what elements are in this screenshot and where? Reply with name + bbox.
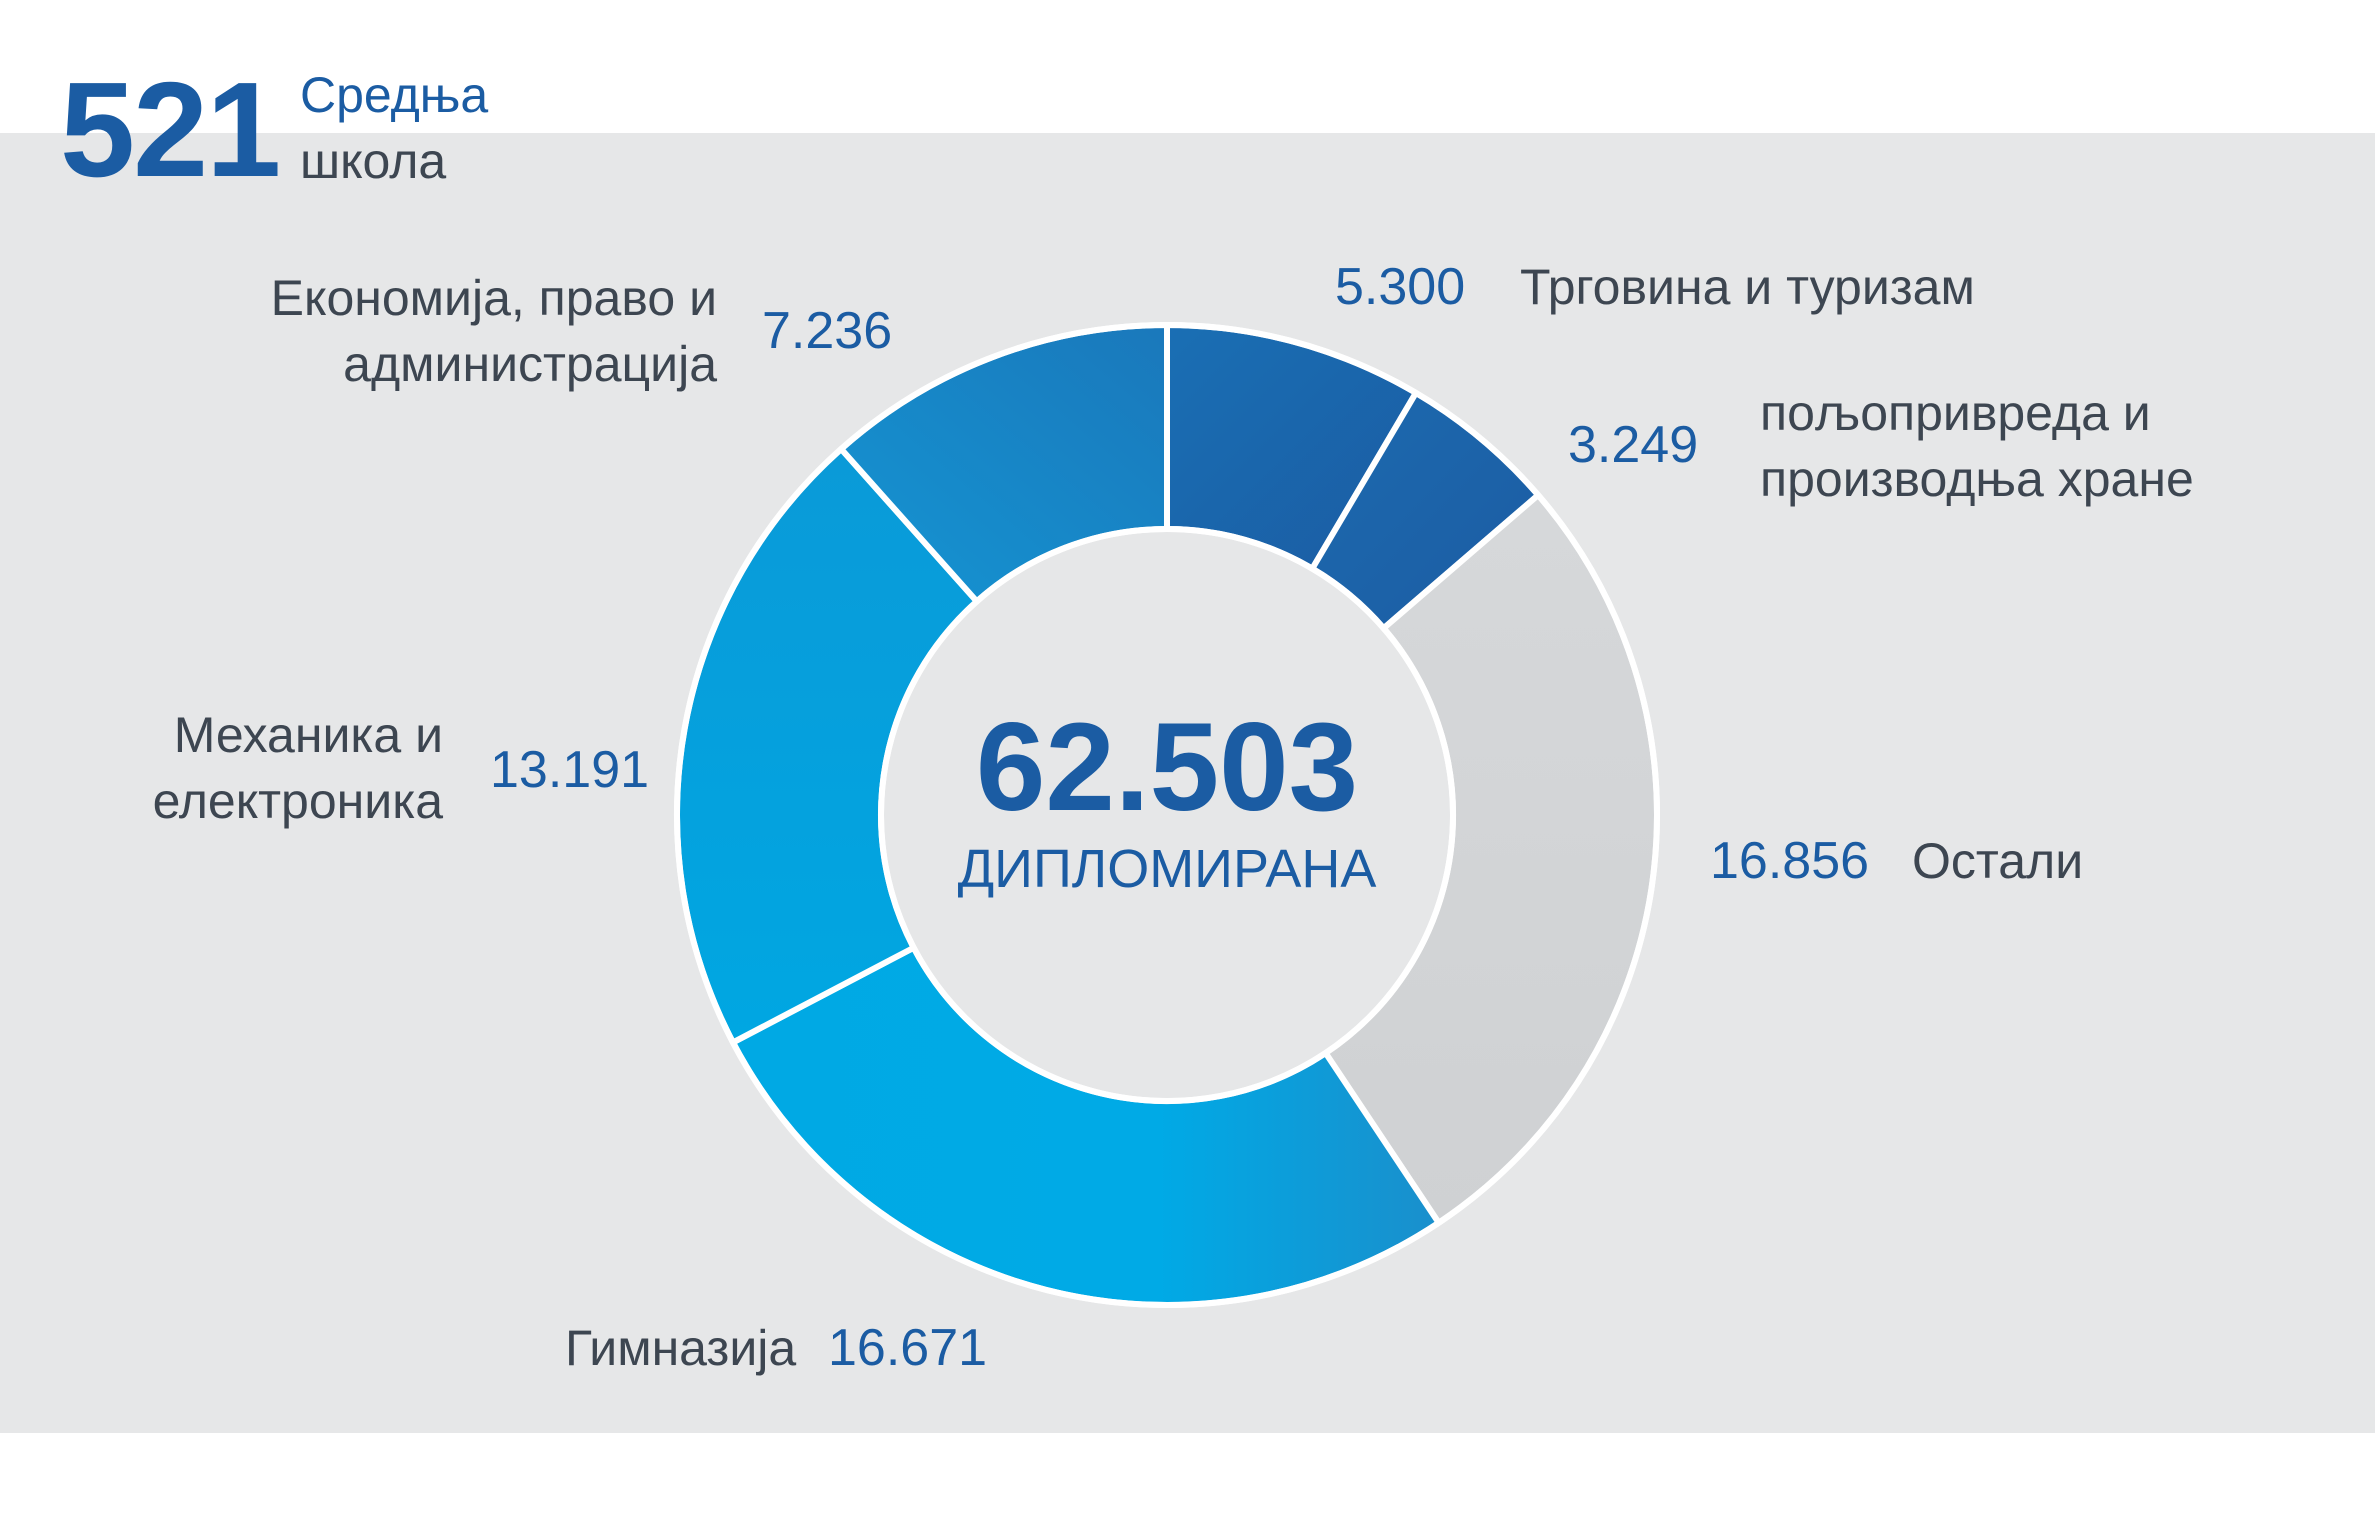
- slice-gymnasium: [728, 943, 1443, 1308]
- label-economy-line2: администрација: [343, 336, 717, 392]
- total-graduates-label: ДИПЛОМИРАНА: [957, 839, 1377, 899]
- donut-inner-border: [878, 526, 1456, 1104]
- label-gymnasium: Гимназија: [565, 1320, 797, 1376]
- total-graduates-value: 62.503: [975, 698, 1359, 837]
- value-economy: 7.236: [762, 302, 893, 360]
- value-mechanics: 13.191: [490, 741, 650, 799]
- label-mechanics: Механика и електроника: [153, 702, 443, 834]
- label-economy: Економија, право и администрација: [271, 265, 717, 397]
- value-agriculture: 3.249: [1568, 416, 1699, 474]
- schools-label: Средња школа: [300, 62, 488, 194]
- label-trade: Трговина и туризам: [1520, 259, 1975, 315]
- schools-label-line2: школа: [300, 133, 447, 189]
- label-agriculture-line1: пољопривреда и: [1760, 385, 2151, 441]
- label-mechanics-line2: електроника: [152, 773, 443, 829]
- label-agriculture: пољопривреда и производња хране: [1760, 380, 2194, 512]
- schools-label-line1: Средња: [300, 67, 489, 123]
- schools-count: 521: [60, 54, 281, 205]
- value-trade: 5.300: [1335, 258, 1466, 316]
- label-mechanics-line1: Механика и: [173, 707, 443, 763]
- value-gymnasium: 16.671: [828, 1319, 988, 1377]
- donut-outer-border: [674, 322, 1660, 1308]
- label-economy-line1: Економија, право и: [270, 270, 717, 326]
- label-other: Остали: [1912, 833, 2084, 889]
- value-other: 16.856: [1710, 832, 1870, 890]
- label-agriculture-line2: производња хране: [1760, 451, 2194, 507]
